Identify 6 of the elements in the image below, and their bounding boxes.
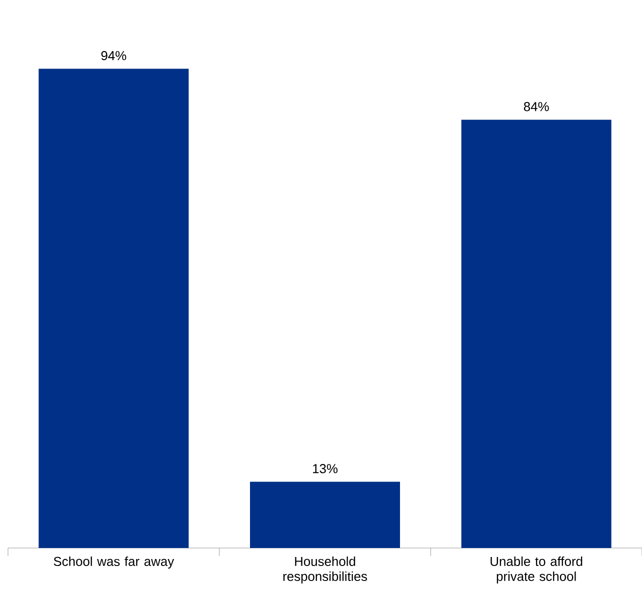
data-label: 94% <box>101 51 126 60</box>
x-tick-label: School was far away <box>54 556 174 569</box>
data-label: 84% <box>524 102 549 112</box>
x-tick-label: Household responsibilities <box>283 556 367 584</box>
data-label: 13% <box>313 464 338 474</box>
x-tick-label: Unable to afford private school <box>490 556 582 584</box>
